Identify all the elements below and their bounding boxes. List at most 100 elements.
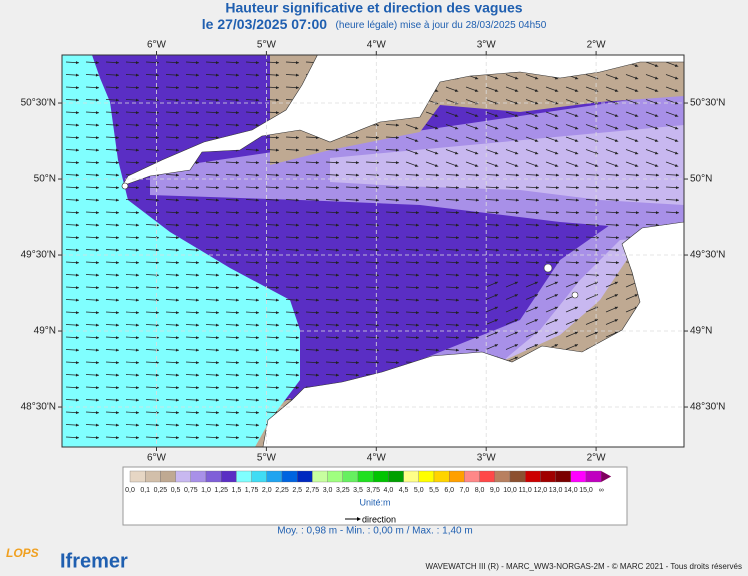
swatch	[145, 470, 161, 483]
arrow-head	[595, 236, 599, 240]
x-tick-label: 6°W	[147, 40, 167, 51]
arrow-head	[175, 336, 179, 340]
arrow-head	[494, 344, 498, 347]
swatch	[342, 470, 359, 483]
swatch	[236, 470, 252, 483]
arrow-head	[75, 186, 79, 190]
arrow-head	[535, 261, 539, 265]
arrow-head	[95, 161, 99, 165]
arrow-head	[135, 248, 139, 252]
arrow-head	[415, 198, 419, 202]
arrow-head	[335, 298, 339, 302]
arrow-head	[435, 236, 439, 240]
arrow-head	[534, 281, 538, 285]
scale-label: 2,5	[292, 487, 302, 494]
arrow-head	[215, 248, 219, 252]
arrow-head	[195, 98, 199, 102]
arrow-head	[195, 298, 199, 302]
arrow-head	[175, 198, 179, 202]
swatch	[129, 470, 146, 483]
arrow-head	[575, 198, 579, 202]
arrow-head	[175, 111, 179, 115]
arrow-head	[275, 236, 279, 240]
arrow-head	[175, 86, 179, 90]
arrow-head	[494, 281, 498, 285]
swatch	[449, 470, 465, 483]
arrow-head	[515, 186, 519, 190]
arrow-head	[215, 186, 219, 190]
arrow-head	[675, 186, 679, 190]
arrow-head	[415, 248, 419, 252]
y-tick-label: 50°N	[34, 174, 56, 185]
scale-label: 0,75	[184, 487, 198, 494]
scale-label: 11,0	[519, 487, 532, 494]
arrow-head	[115, 298, 119, 302]
arrow-head	[215, 298, 219, 302]
arrow-head	[275, 173, 279, 177]
arrow-head	[95, 248, 99, 252]
arrow-head	[295, 148, 299, 152]
arrow-head	[395, 148, 399, 152]
arrow-head	[415, 336, 419, 340]
arrow-head	[455, 236, 459, 240]
arrow-head	[75, 386, 79, 390]
arrow-head	[115, 61, 119, 65]
arrow-head	[474, 114, 479, 117]
arrow-head	[235, 336, 239, 340]
arrow-head	[335, 323, 339, 327]
arrow-head	[494, 89, 499, 92]
arrow-head	[255, 348, 259, 352]
arrow-head	[534, 319, 538, 322]
arrow-head	[535, 211, 539, 215]
arrow-head	[395, 211, 399, 215]
arrow-head	[275, 148, 279, 152]
arrow-head	[395, 161, 399, 165]
arrow-head	[175, 348, 179, 352]
arrow-head	[615, 236, 619, 240]
arrow-head	[555, 248, 559, 252]
arrow-head	[355, 323, 359, 327]
arrow-head	[594, 331, 598, 335]
arrow-head	[674, 151, 679, 155]
scale-label: 15,0	[579, 487, 593, 494]
arrow-head	[494, 151, 499, 155]
england	[121, 55, 684, 187]
arrow-head	[454, 164, 459, 167]
arrow-head	[514, 164, 519, 167]
arrow-head	[435, 198, 439, 202]
arrow-head	[135, 186, 139, 190]
arrow-head	[195, 361, 199, 365]
arrow-head	[675, 198, 679, 202]
footer: WAVEWATCH III (R) - MARC_WW3-NORGAS-2M -…	[426, 562, 742, 571]
swatch	[555, 470, 571, 483]
scale-label: 0,25	[154, 487, 168, 494]
arrow-head	[75, 323, 79, 327]
arrow-head	[375, 248, 379, 252]
arrow-head	[455, 198, 459, 202]
arrow-head	[635, 211, 639, 215]
arrow-head	[315, 261, 319, 265]
arrow-head	[75, 211, 79, 215]
arrow-head	[395, 261, 399, 265]
scale-label: 1,25	[214, 487, 228, 494]
arrow-head	[515, 236, 519, 240]
arrow-head	[455, 248, 459, 252]
arrow-head	[275, 198, 279, 202]
arrow-head	[215, 61, 219, 65]
arrow-head	[295, 336, 299, 340]
arrow-head	[575, 236, 579, 240]
arrow-head	[175, 386, 179, 390]
arrow-head	[95, 148, 99, 152]
arrow-head	[275, 311, 279, 315]
arrow-head	[595, 248, 599, 252]
arrow-head	[255, 248, 259, 252]
arrow-head	[415, 286, 419, 290]
arrow-head	[455, 223, 459, 227]
arrow-head	[595, 273, 599, 277]
arrow-head	[474, 164, 479, 167]
arrow-head	[235, 86, 239, 90]
x-tick-label: 5°W	[257, 453, 277, 464]
arrow-head	[275, 211, 279, 215]
arrow-head	[395, 236, 399, 240]
arrow-head	[255, 261, 259, 265]
